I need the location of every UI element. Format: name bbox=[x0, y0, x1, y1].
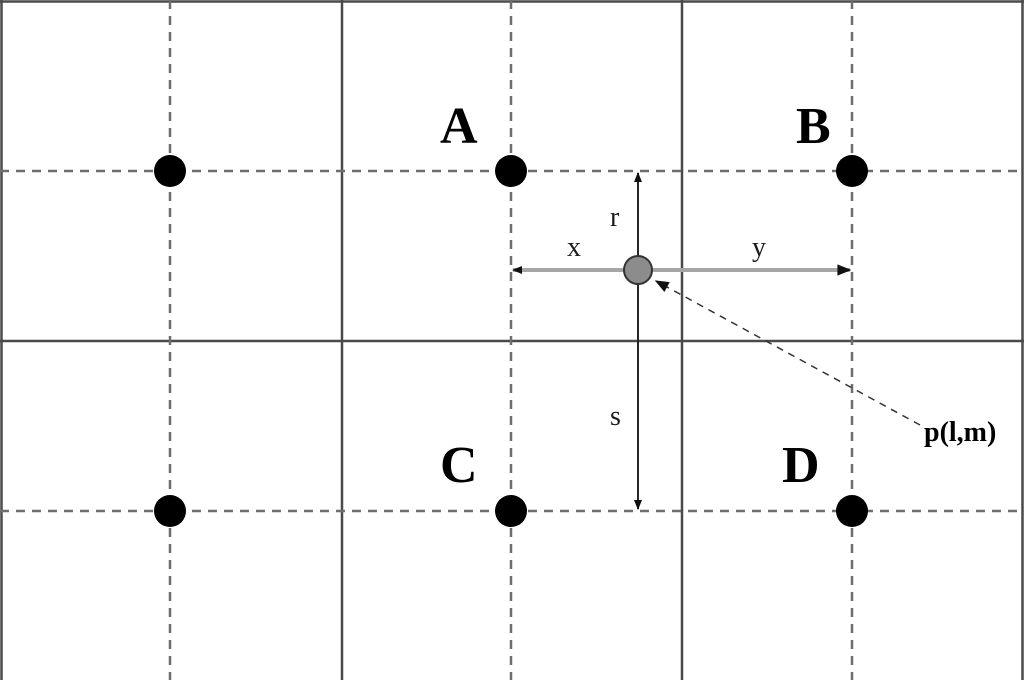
node-left-bottom bbox=[154, 495, 186, 527]
node-A bbox=[495, 155, 527, 187]
node-D bbox=[836, 495, 868, 527]
node-C bbox=[495, 495, 527, 527]
label-x: x bbox=[567, 232, 581, 263]
grid-nodes bbox=[154, 155, 868, 527]
label-s: s bbox=[610, 401, 621, 432]
label-point: p(l,m) bbox=[924, 417, 996, 448]
node-B bbox=[836, 155, 868, 187]
point-pointer-line bbox=[654, 280, 921, 426]
labels: A B C D r s x y p(l,m) bbox=[440, 98, 996, 494]
label-r: r bbox=[610, 202, 620, 233]
label-y: y bbox=[752, 232, 766, 263]
label-A: A bbox=[440, 98, 478, 155]
sample-point bbox=[623, 255, 653, 285]
node-left-top bbox=[154, 155, 186, 187]
label-B: B bbox=[796, 98, 831, 155]
distance-arrows bbox=[512, 172, 921, 510]
label-D: D bbox=[782, 437, 820, 494]
label-C: C bbox=[440, 437, 478, 494]
